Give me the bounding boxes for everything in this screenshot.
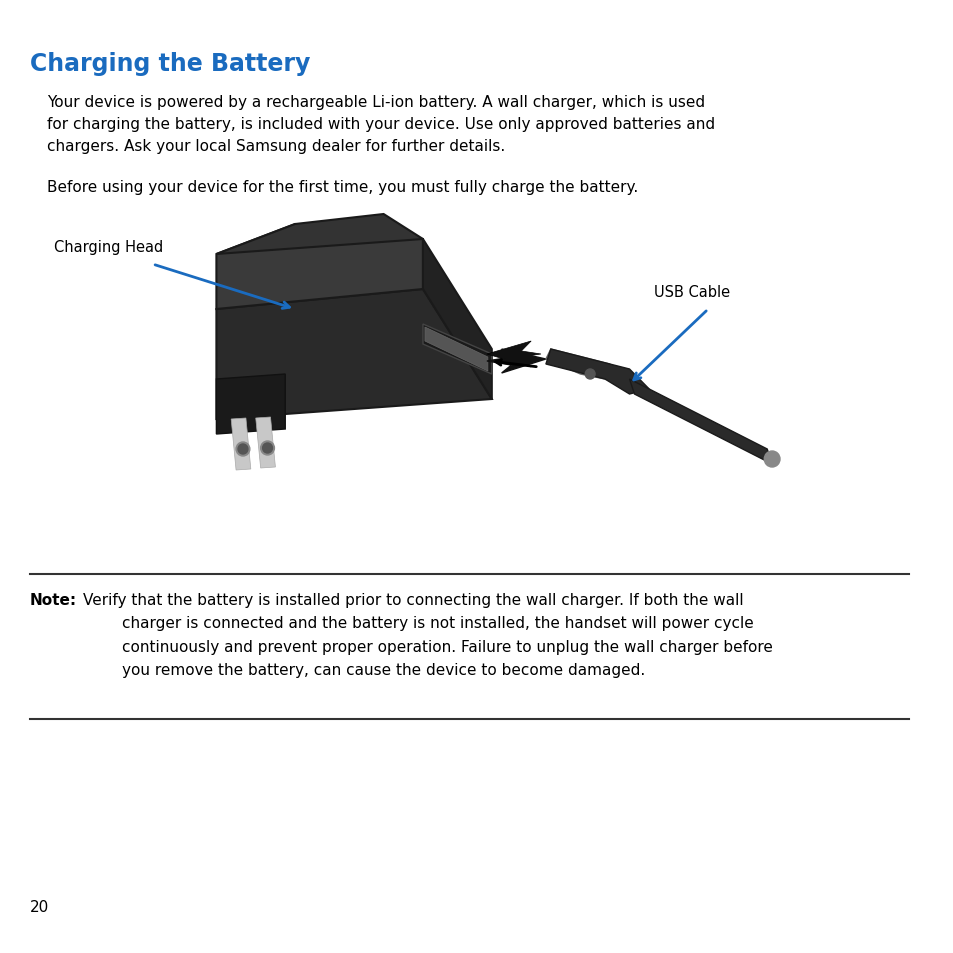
Circle shape	[763, 452, 780, 468]
Circle shape	[584, 370, 595, 379]
Circle shape	[235, 442, 250, 456]
Polygon shape	[545, 350, 648, 395]
Polygon shape	[216, 225, 422, 310]
Text: 20: 20	[30, 899, 49, 914]
Polygon shape	[231, 418, 251, 471]
Text: Note:: Note:	[30, 593, 76, 607]
Polygon shape	[216, 375, 285, 435]
Text: Before using your device for the first time, you must fully charge the battery.: Before using your device for the first t…	[47, 180, 638, 194]
Polygon shape	[545, 350, 629, 385]
Polygon shape	[424, 328, 487, 372]
Polygon shape	[629, 379, 771, 464]
Text: Your device is powered by a rechargeable Li-ion battery. A wall charger, which i: Your device is powered by a rechargeable…	[47, 95, 715, 154]
Text: Verify that the battery is installed prior to connecting the wall charger. If bo: Verify that the battery is installed pri…	[83, 593, 772, 678]
Polygon shape	[255, 417, 275, 469]
Polygon shape	[486, 341, 540, 368]
Text: USB Cable: USB Cable	[654, 285, 729, 299]
Polygon shape	[486, 350, 545, 374]
Circle shape	[262, 443, 273, 454]
Polygon shape	[216, 214, 422, 254]
Polygon shape	[216, 290, 492, 419]
Polygon shape	[422, 240, 492, 399]
Text: Charging the Battery: Charging the Battery	[30, 52, 310, 76]
Polygon shape	[422, 325, 492, 375]
Circle shape	[238, 444, 248, 455]
Circle shape	[260, 441, 274, 456]
Text: Charging Head: Charging Head	[54, 240, 163, 254]
